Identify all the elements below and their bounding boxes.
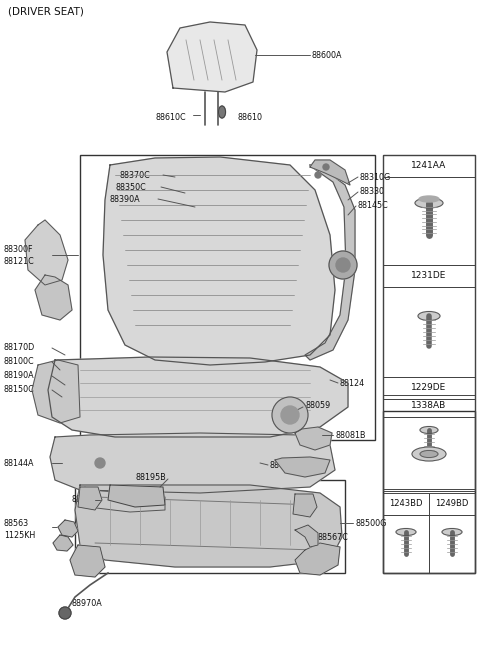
Circle shape [59,607,71,619]
Bar [383,417,475,491]
Text: 1125KH: 1125KH [4,531,35,540]
Text: 1231DE: 1231DE [411,272,447,280]
Circle shape [315,172,321,178]
Polygon shape [275,457,330,477]
Text: 1338AB: 1338AB [411,402,446,411]
Text: 88100C: 88100C [4,358,35,367]
Text: 88610: 88610 [237,113,262,121]
Text: 1243BD: 1243BD [389,500,423,508]
Text: 88300F: 88300F [4,246,34,255]
Circle shape [281,406,299,424]
Text: 88610C: 88610C [155,113,186,121]
Polygon shape [50,433,335,493]
Text: 88144A: 88144A [4,458,35,468]
Text: 88500G: 88500G [355,519,386,527]
Ellipse shape [218,106,226,118]
Text: 88563: 88563 [4,519,29,527]
Circle shape [336,258,350,272]
Bar [429,515,475,573]
Text: 1241AA: 1241AA [411,162,446,170]
Polygon shape [70,545,105,577]
Circle shape [323,164,329,170]
Ellipse shape [415,198,443,208]
Text: 88310G: 88310G [360,172,391,181]
Text: 1229DE: 1229DE [411,383,446,392]
Text: 88190A: 88190A [4,371,35,381]
Text: 88150C: 88150C [4,386,35,394]
Text: 88053: 88053 [270,460,295,470]
Bar [383,155,475,573]
Text: (DRIVER SEAT): (DRIVER SEAT) [8,7,84,17]
Polygon shape [295,543,340,575]
Bar [75,480,345,573]
Ellipse shape [419,196,439,202]
Polygon shape [310,160,350,185]
Text: 1249BD: 1249BD [435,500,468,508]
Bar [383,395,475,417]
Text: 88567C: 88567C [318,533,349,542]
Polygon shape [75,485,342,567]
Polygon shape [35,275,72,320]
Bar [383,155,475,177]
Text: 88170D: 88170D [4,343,35,352]
Text: 88370C: 88370C [120,170,151,179]
Polygon shape [293,494,317,517]
Text: 88145C: 88145C [358,202,389,210]
Ellipse shape [420,451,438,457]
Polygon shape [53,535,73,551]
Circle shape [329,251,357,279]
Text: 88970A: 88970A [72,599,103,607]
Text: 88350C: 88350C [115,183,146,191]
Bar [383,411,475,573]
Text: 88121C: 88121C [4,257,35,267]
Bar [383,265,475,287]
Bar [383,493,429,515]
Text: 88081B: 88081B [335,430,365,440]
Ellipse shape [442,529,462,536]
Ellipse shape [420,426,438,434]
Bar [383,399,475,489]
Polygon shape [48,357,348,437]
Polygon shape [78,487,102,510]
Polygon shape [103,157,335,365]
Polygon shape [80,487,165,512]
Polygon shape [295,427,332,450]
Ellipse shape [418,312,440,320]
Polygon shape [167,22,257,92]
Text: 88330: 88330 [360,187,385,196]
Text: 88600A: 88600A [312,50,343,60]
Ellipse shape [396,529,416,536]
Bar [383,515,429,573]
Ellipse shape [412,447,446,461]
Polygon shape [32,360,80,423]
Polygon shape [295,525,318,547]
Text: 88195B: 88195B [135,472,166,481]
Bar [383,377,475,399]
Text: 88059: 88059 [305,400,330,409]
Text: 88124: 88124 [340,379,365,388]
Bar [383,177,475,265]
Text: 88390A: 88390A [110,195,141,204]
Polygon shape [108,485,165,507]
Polygon shape [305,165,355,360]
Bar [383,287,475,377]
Circle shape [272,397,308,433]
Bar [80,155,375,440]
Text: 88187: 88187 [72,495,97,504]
Bar [429,493,475,515]
Circle shape [95,458,105,468]
Polygon shape [25,220,68,285]
Polygon shape [58,520,78,537]
